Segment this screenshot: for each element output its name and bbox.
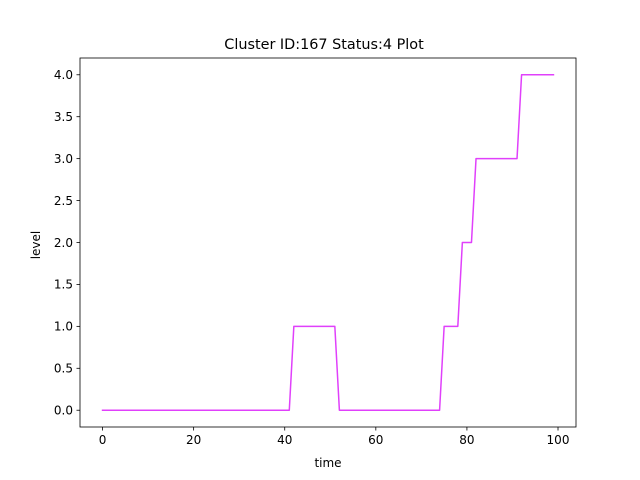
- axes: 0 20 40 60 80 100 0.0 0.5 1.0 1.5 2.0 2.5 3.0 3.5 4.0: [54, 57, 577, 447]
- y-tick-label: 3.0: [54, 152, 73, 166]
- x-tick-label: 60: [368, 433, 383, 447]
- plot-area: [101, 74, 555, 411]
- y-tick-label: 0.0: [54, 404, 73, 418]
- y-tick-label: 0.5: [54, 362, 73, 376]
- x-tick-label: 20: [186, 433, 201, 447]
- x-axis-label: time: [314, 456, 341, 470]
- y-tick-label: 1.0: [54, 320, 73, 334]
- x-tick-label: 100: [547, 433, 570, 447]
- y-tick-label: 1.5: [54, 278, 73, 292]
- y-tick-label: 2.0: [54, 236, 73, 250]
- chart-title: Cluster ID:167 Status:4 Plot: [224, 37, 424, 53]
- y-tick-label: 2.5: [54, 194, 73, 208]
- y-axis-label: level: [29, 231, 43, 260]
- x-tick-label: 0: [99, 433, 107, 447]
- x-tick-label: 80: [459, 433, 474, 447]
- x-tick-label: 40: [277, 433, 292, 447]
- y-tick-label: 3.5: [54, 110, 73, 124]
- series-line-0: [101, 74, 555, 411]
- y-tick-label: 4.0: [54, 68, 73, 82]
